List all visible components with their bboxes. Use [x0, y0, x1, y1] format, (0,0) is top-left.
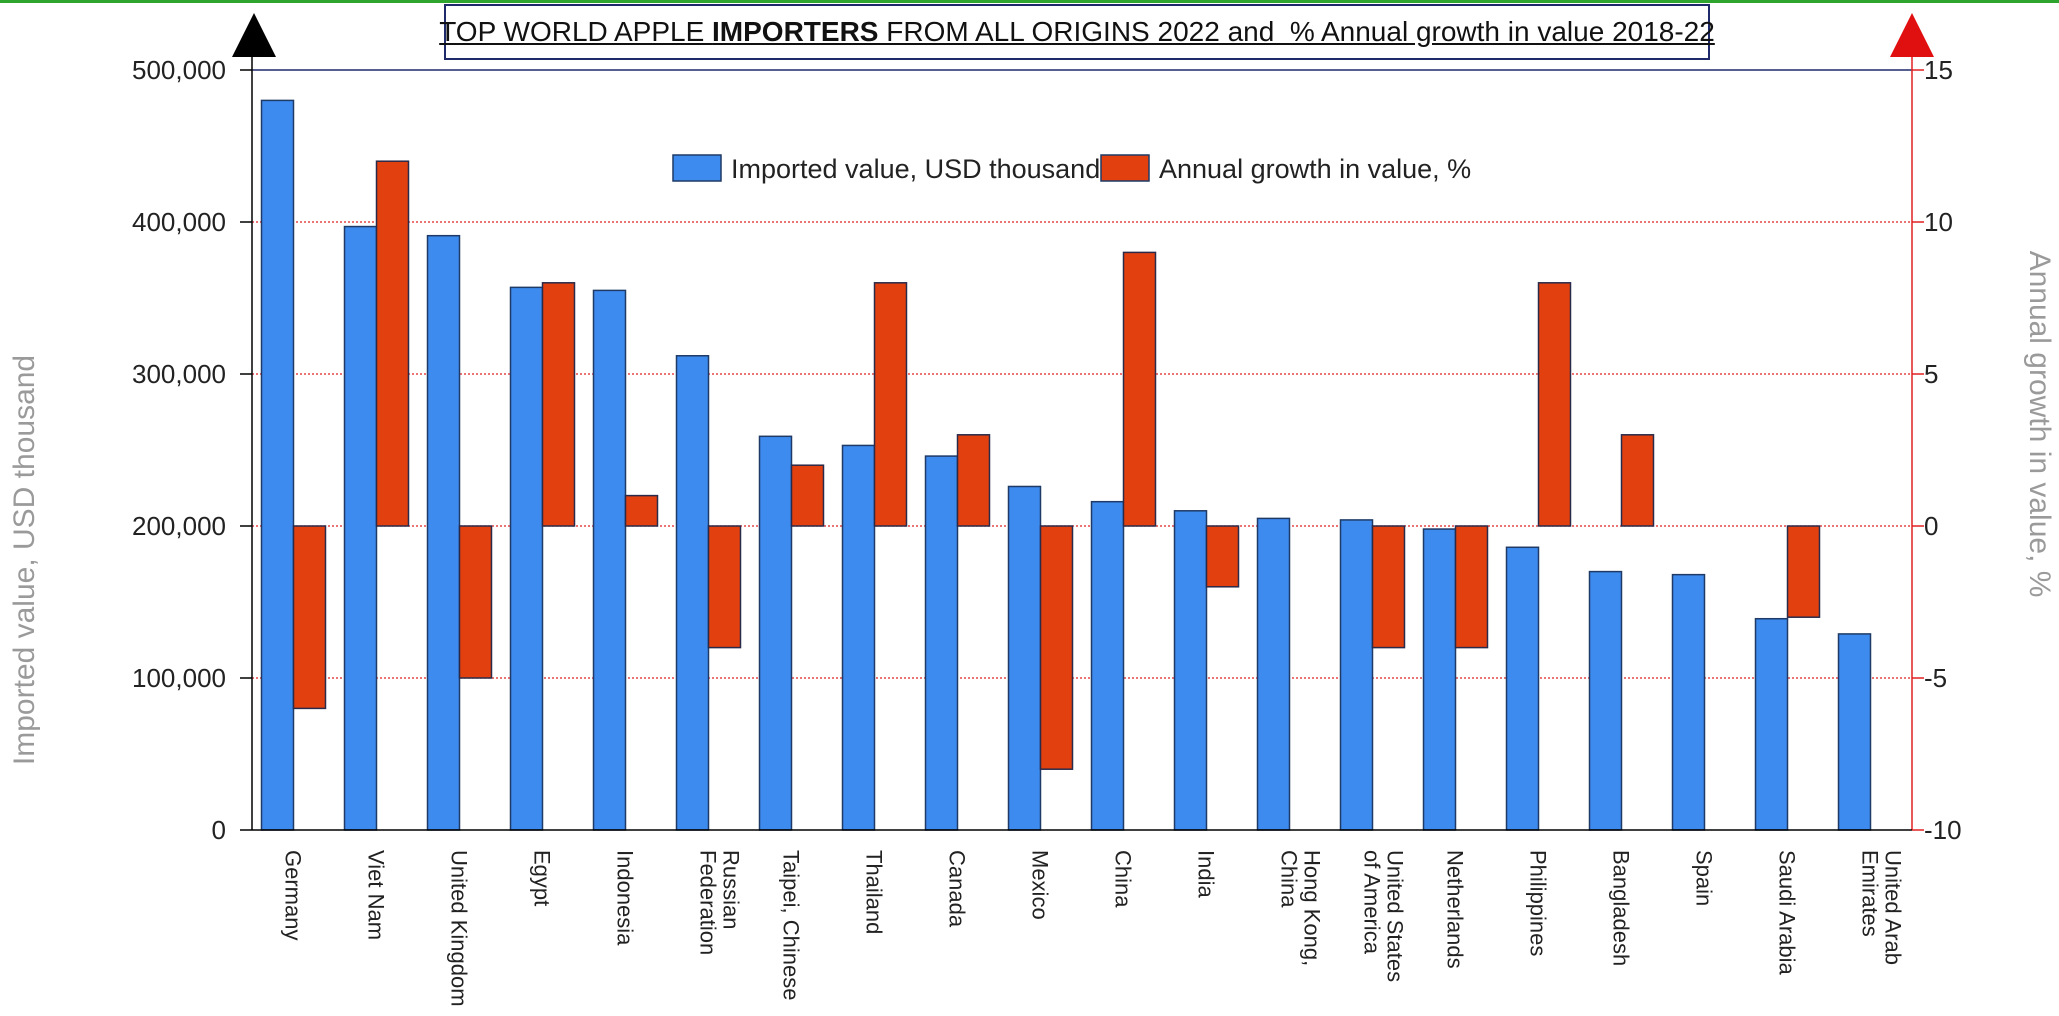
- bar-imported-value: [1341, 520, 1373, 830]
- right-axis-ticks: -10 -5 0 5 10 15: [1912, 55, 1962, 845]
- left-axis-title: Imported value, USD thousand: [8, 355, 41, 765]
- category-label: Viet Nam: [364, 850, 389, 940]
- y-tick-label: 0: [212, 815, 226, 845]
- category-label: Spain: [1692, 850, 1717, 906]
- bar-imported-value: [345, 227, 377, 830]
- y2-tick-label: 10: [1924, 207, 1953, 237]
- legend-label: Imported value, USD thousand: [731, 154, 1100, 184]
- category-label: Emirates: [1858, 850, 1883, 937]
- category-labels: Germany Viet Nam United Kingdom Egypt Indone…: [281, 850, 1906, 1007]
- category-label: Canada: [945, 850, 970, 928]
- legend-swatch: [673, 155, 721, 181]
- category-label: Taipei, Chinese: [779, 850, 804, 1000]
- chart-title-bold: IMPORTERS: [712, 16, 878, 48]
- left-axis-ticks: 0 100,000 200,000 300,000 400,000 500,000: [132, 55, 252, 845]
- legend-label: Annual growth in value, %: [1159, 154, 1471, 184]
- bar-imported-value: [262, 100, 294, 830]
- bar-annual-growth: [1124, 252, 1156, 526]
- bar-imported-value: [1507, 547, 1539, 830]
- bar-imported-value: [1258, 518, 1290, 830]
- left-axis-arrow-icon: [232, 13, 276, 57]
- category-label: United States: [1383, 850, 1408, 982]
- y-tick-label: 100,000: [132, 663, 226, 693]
- bar-annual-growth: [1456, 526, 1488, 648]
- bar-annual-growth: [875, 283, 907, 526]
- gridlines: [252, 222, 1912, 678]
- category-label: United Arab: [1881, 850, 1906, 965]
- category-label: Indonesia: [613, 850, 638, 946]
- bar-annual-growth: [1539, 283, 1571, 526]
- bar-imported-value: [926, 456, 958, 830]
- bar-annual-growth: [543, 283, 575, 526]
- bar-imported-value: [1756, 619, 1788, 830]
- y2-tick-label: 15: [1924, 55, 1953, 85]
- category-label: India: [1194, 850, 1219, 898]
- y2-tick-label: -10: [1924, 815, 1962, 845]
- y-tick-label: 200,000: [132, 511, 226, 541]
- y-tick-label: 300,000: [132, 359, 226, 389]
- y2-tick-label: 5: [1924, 359, 1938, 389]
- category-label: Thailand: [862, 850, 887, 934]
- category-label: Philippines: [1526, 850, 1551, 956]
- bar-annual-growth: [377, 161, 409, 526]
- category-label: Netherlands: [1443, 850, 1468, 969]
- bar-annual-growth: [1622, 435, 1654, 526]
- bar-annual-growth: [958, 435, 990, 526]
- category-label: Saudi Arabia: [1775, 850, 1800, 976]
- bar-annual-growth: [1041, 526, 1073, 769]
- right-axis-arrow-icon: [1890, 13, 1934, 57]
- bar-imported-value: [677, 356, 709, 830]
- right-axis-title: Annual growth in value, %: [2023, 251, 2056, 598]
- category-label: Hong Kong,: [1300, 850, 1325, 966]
- bar-imported-value: [1424, 529, 1456, 830]
- bar-annual-growth: [626, 496, 658, 526]
- y-tick-label: 500,000: [132, 55, 226, 85]
- category-label: Russian: [719, 850, 744, 929]
- bar-annual-growth: [1207, 526, 1239, 587]
- legend-swatch: [1101, 155, 1149, 181]
- category-label: Federation: [696, 850, 721, 955]
- y2-tick-label: -5: [1924, 663, 1947, 693]
- bar-imported-value: [428, 236, 460, 830]
- category-label: Bangladesh: [1609, 850, 1634, 966]
- chart-title-part2: FROM ALL ORIGINS 2022 and % Annual growt…: [879, 16, 1715, 48]
- bar-imported-value: [843, 445, 875, 830]
- y2-tick-label: 0: [1924, 511, 1938, 541]
- category-label: United Kingdom: [447, 850, 472, 1007]
- bar-annual-growth: [460, 526, 492, 678]
- bar-imported-value: [1673, 575, 1705, 830]
- bar-imported-value: [1092, 502, 1124, 830]
- bar-imported-value: [1009, 486, 1041, 830]
- bar-imported-value: [594, 290, 626, 830]
- y-tick-label: 400,000: [132, 207, 226, 237]
- bar-imported-value: [760, 436, 792, 830]
- legend: Imported value, USD thousand Annual growt…: [673, 154, 1471, 184]
- category-label: Germany: [281, 850, 306, 940]
- chart-title: TOP WORLD APPLE IMPORTERS FROM ALL ORIGI…: [444, 4, 1710, 60]
- bars: [262, 100, 1871, 830]
- bar-annual-growth: [709, 526, 741, 648]
- category-label: China: [1277, 850, 1302, 908]
- bar-annual-growth: [294, 526, 326, 708]
- bar-annual-growth: [792, 465, 824, 526]
- bar-annual-growth: [1373, 526, 1405, 648]
- bar-imported-value: [1175, 511, 1207, 830]
- bar-annual-growth: [1788, 526, 1820, 617]
- category-label: Mexico: [1028, 850, 1053, 920]
- category-label: Egypt: [530, 850, 555, 906]
- bar-imported-value: [511, 287, 543, 830]
- bar-imported-value: [1839, 634, 1871, 830]
- category-label: China: [1111, 850, 1136, 908]
- category-label: of America: [1360, 850, 1385, 955]
- bar-imported-value: [1590, 572, 1622, 830]
- chart-title-part1: TOP WORLD APPLE: [439, 16, 712, 48]
